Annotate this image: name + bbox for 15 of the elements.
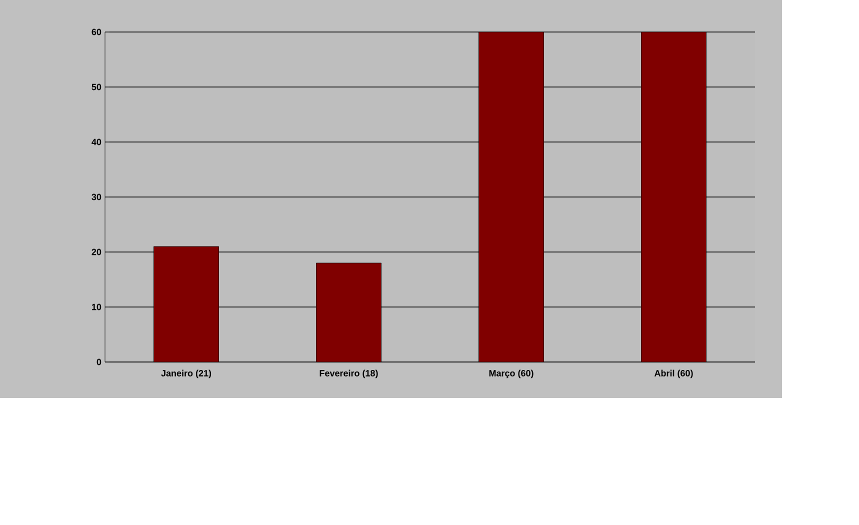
y-tick-label: 30 [92,194,102,200]
x-tick-label: Abril (60) [654,370,693,378]
bar [641,32,706,362]
y-tick-label: 20 [92,248,102,256]
x-tick-label: Março (60) [489,370,534,378]
bar [478,32,544,362]
y-tick-label: 10 [92,304,102,310]
y-tick-label: 50 [92,84,102,90]
x-tick-label: Janeiro (21) [161,370,212,378]
y-tick-label: 60 [92,28,102,36]
bar [154,246,219,362]
y-tick-label: 0 [96,358,102,366]
y-tick-label: 40 [92,138,102,146]
x-tick-label: Fevereiro (18) [320,370,378,378]
bar [316,262,382,362]
